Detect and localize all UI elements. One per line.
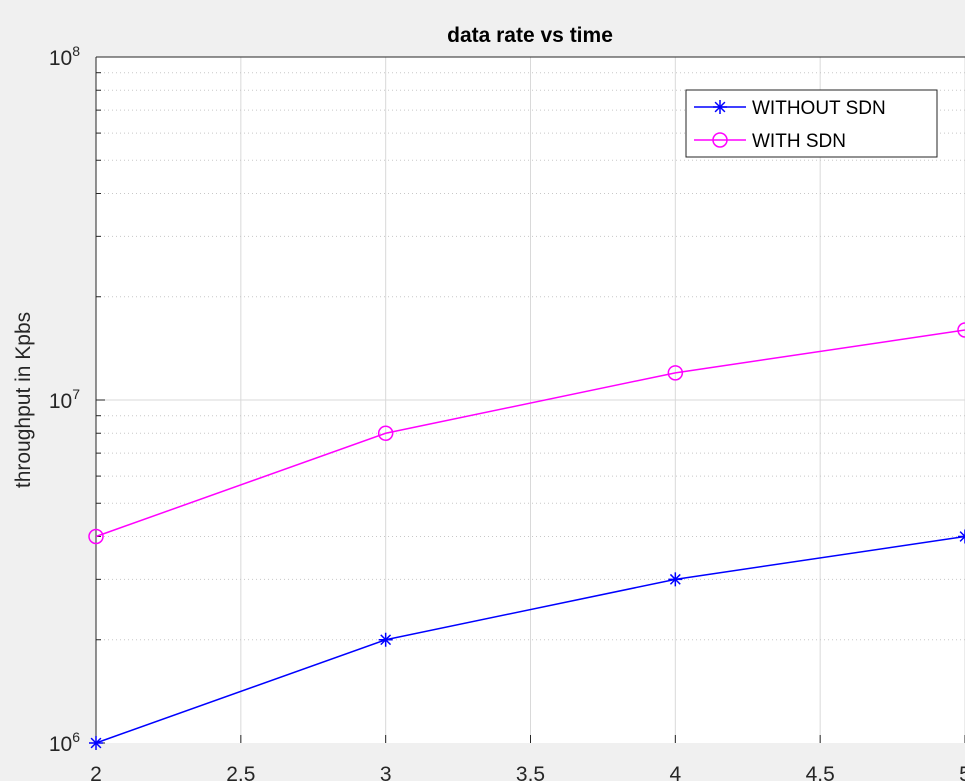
x-tick-label: 4.5	[806, 763, 835, 781]
data-point	[88, 528, 104, 545]
legend: WITHOUT SDN WITH SDN	[685, 89, 938, 158]
data-point	[378, 632, 393, 647]
data-point	[957, 322, 965, 338]
asterisk-stroke	[380, 634, 392, 646]
legend-box	[685, 89, 938, 158]
x-tick-label: 3	[380, 763, 392, 781]
data-point	[958, 529, 965, 544]
asterisk-stroke	[714, 101, 726, 113]
asterisk-stroke	[959, 531, 965, 538]
y-tick-label-base: 10	[49, 733, 72, 756]
y-tick-label-exponent: 8	[72, 43, 80, 59]
asterisk-stroke	[669, 573, 681, 585]
data-point	[667, 365, 684, 381]
x-tick-label: 2.5	[226, 763, 255, 781]
x-tick-label: 3.5	[516, 763, 545, 781]
y-tick-label: 106	[49, 729, 80, 756]
y-tick-label-base: 10	[49, 47, 72, 70]
x-tick-label: 4	[669, 763, 681, 781]
series	[88, 322, 965, 750]
chart-title: data rate vs time	[447, 24, 613, 47]
x-tick-label: 2	[90, 763, 102, 781]
data-point	[668, 572, 683, 587]
legend-marker	[713, 100, 727, 114]
data-point	[89, 736, 103, 750]
y-tick-label-exponent: 7	[72, 386, 80, 402]
asterisk-stroke	[959, 535, 965, 542]
series-line	[95, 329, 965, 538]
data-point	[377, 425, 394, 441]
y-tick-label-exponent: 6	[72, 729, 80, 745]
y-tick-label: 108	[49, 43, 80, 70]
y-tick-label: 107	[49, 386, 80, 413]
y-tick-label-base: 10	[49, 390, 72, 413]
x-tick-label: 5	[959, 763, 965, 781]
asterisk-stroke	[90, 737, 102, 749]
y-axis-label: throughput in Kpbs	[12, 312, 35, 488]
legend-entries: WITHOUT SDN WITH SDN	[694, 98, 886, 152]
legend-label: WITHOUT SDN	[752, 98, 886, 119]
legend-marker	[712, 132, 728, 148]
series-line	[95, 535, 965, 744]
legend-label: WITH SDN	[752, 131, 846, 152]
ticks: 22.533.544.55106107108	[49, 43, 965, 781]
